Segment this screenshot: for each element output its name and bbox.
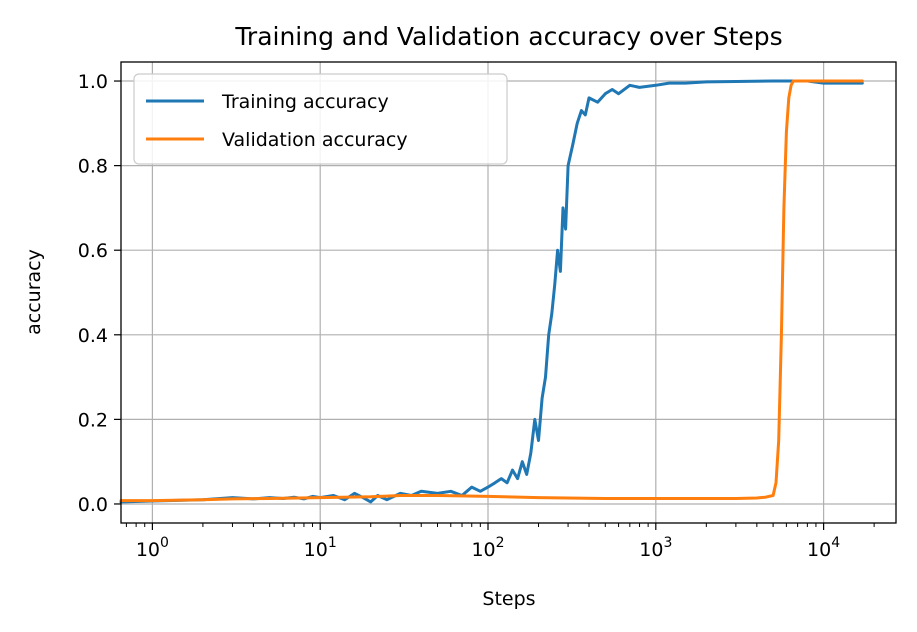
x-tick-label-base: 10 <box>136 539 160 561</box>
x-tick-label-base: 10 <box>471 539 495 561</box>
y-tick-label: 1.0 <box>78 71 108 93</box>
series-line-validation <box>119 79 864 503</box>
legend-box <box>133 73 508 165</box>
legend-label-training: Training accuracy <box>221 91 389 113</box>
legend: Training accuracy Validation accuracy <box>133 73 508 165</box>
plot-area-frame <box>120 61 897 524</box>
x-tick-label: 103 <box>639 535 672 561</box>
series <box>119 79 864 504</box>
x-tick-label-exponent: 2 <box>496 535 505 551</box>
x-axis-label: Steps <box>482 588 535 610</box>
y-tick-label: 0.0 <box>78 494 108 516</box>
y-tick-label: 0.8 <box>78 156 108 178</box>
x-tick-label-base: 10 <box>639 539 663 561</box>
x-tick-label-exponent: 1 <box>328 535 337 551</box>
x-tick-label: 101 <box>304 535 337 561</box>
x-tick-label-base: 10 <box>807 539 831 561</box>
y-axis-label: accuracy <box>23 249 45 335</box>
x-tick-label-exponent: 3 <box>663 535 672 551</box>
y-tick-label: 0.2 <box>78 409 108 431</box>
y-tick-label: 0.6 <box>78 240 108 262</box>
y-tick-label: 0.4 <box>78 325 108 347</box>
x-tick-label-exponent: 4 <box>831 535 840 551</box>
x-tick-label: 104 <box>807 535 840 561</box>
x-tick-label-base: 10 <box>304 539 328 561</box>
legend-label-validation: Validation accuracy <box>222 129 408 151</box>
x-tick-label: 102 <box>471 535 504 561</box>
x-tick-label: 100 <box>136 535 169 561</box>
chart-title: Training and Validation accuracy over St… <box>234 22 782 51</box>
x-tick-label-exponent: 0 <box>160 535 169 551</box>
